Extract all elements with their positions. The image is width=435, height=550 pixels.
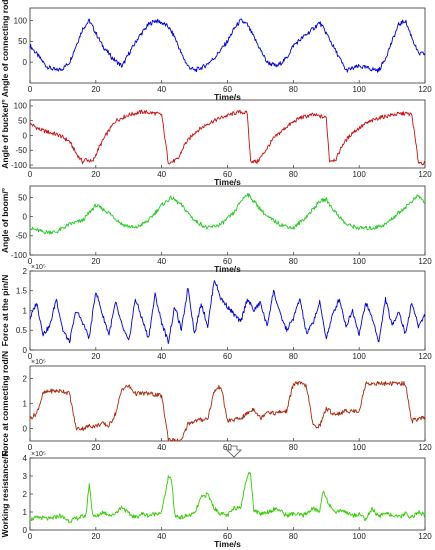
x-axis-label: Time/s xyxy=(214,539,241,549)
plot-frame xyxy=(29,185,426,256)
x-tick-label: 120 xyxy=(418,257,432,266)
y-tick-label: 2 xyxy=(23,267,28,276)
chart-panel-4: 0 20 40 60 80 100 120 0 0.5 1 1.5 2 ×10⁵ Force at the… xyxy=(0,264,432,361)
x-axis-label: Time/s xyxy=(214,264,241,274)
x-tick-label: 60 xyxy=(223,532,232,541)
y-tick-label: -100 xyxy=(11,161,28,170)
x-axis-label: Time/s xyxy=(214,177,241,187)
x-tick-label: 20 xyxy=(91,443,100,452)
chart-panel-5: 0 20 40 60 80 100 120 0 1 2 ×10⁵ Force at connectin… xyxy=(0,351,432,456)
series-line xyxy=(29,18,426,73)
x-tick-label: 120 xyxy=(418,85,432,94)
x-tick-label: 80 xyxy=(289,257,298,266)
x-tick-label: 40 xyxy=(157,352,166,361)
x-tick-label: 0 xyxy=(28,443,33,452)
y-tick-label: 50 xyxy=(18,193,27,202)
x-tick-label: 20 xyxy=(91,170,100,179)
x-tick-label: 80 xyxy=(289,532,298,541)
chart-panel-3: 0 20 40 60 80 100 120 -100 -50 0 50 Angle of boom/°… xyxy=(0,185,432,274)
down-arrow-icon xyxy=(226,445,242,458)
x-tick-label: 120 xyxy=(418,532,432,541)
x-tick-label: 20 xyxy=(91,352,100,361)
series-line xyxy=(29,381,426,442)
y-tick-label: -100 xyxy=(11,251,28,260)
y-tick-label: 4 xyxy=(23,454,28,463)
x-tick-label: 20 xyxy=(91,85,100,94)
y-tick-label: 50 xyxy=(18,116,27,125)
y-tick-label: 2 xyxy=(23,374,28,383)
y-tick-label: 1.5 xyxy=(16,287,28,296)
chart-panel-6: 0 20 40 60 80 100 120 0 1 2 3 4 ×10⁵ Working resistan… xyxy=(0,451,432,549)
x-tick-label: 100 xyxy=(352,170,366,179)
x-tick-label: 60 xyxy=(223,85,232,94)
y-axis-label: Working resistance/N xyxy=(0,451,10,538)
x-tick-label: 60 xyxy=(223,443,232,452)
y-tick-label: 1 xyxy=(23,508,28,517)
x-tick-label: 0 xyxy=(28,170,33,179)
x-tick-label: 0 xyxy=(28,352,33,361)
y-exponent-label: ×10⁵ xyxy=(31,451,46,458)
x-tick-label: 100 xyxy=(352,257,366,266)
series-line xyxy=(29,471,426,524)
y-tick-label: 1 xyxy=(23,306,28,315)
y-tick-label: 100 xyxy=(14,16,28,25)
x-tick-label: 120 xyxy=(418,352,432,361)
x-tick-label: 100 xyxy=(352,443,366,452)
y-exponent-label: ×10⁵ xyxy=(31,359,46,366)
x-tick-label: 100 xyxy=(352,532,366,541)
plot-frame xyxy=(29,99,426,169)
x-tick-label: 80 xyxy=(289,443,298,452)
x-tick-label: 40 xyxy=(157,257,166,266)
y-tick-label: 0.5 xyxy=(16,326,28,335)
x-tick-label: 40 xyxy=(157,443,166,452)
y-tick-label: 50 xyxy=(18,37,27,46)
plot-frame xyxy=(29,270,426,351)
y-tick-label: 0 xyxy=(23,131,28,140)
y-tick-label: -50 xyxy=(15,232,27,241)
x-tick-label: 40 xyxy=(157,170,166,179)
y-tick-label: -50 xyxy=(15,146,27,155)
y-exponent-label: ×10⁵ xyxy=(31,264,46,271)
y-tick-label: 0 xyxy=(23,424,28,433)
chart-panel-1: 0 20 40 60 80 100 120 0 50 100 Angle of connecting… xyxy=(0,0,432,102)
x-tick-label: 0 xyxy=(28,532,33,541)
x-tick-label: 120 xyxy=(418,170,432,179)
x-tick-label: 0 xyxy=(28,85,33,94)
x-tick-label: 40 xyxy=(157,85,166,94)
x-tick-label: 40 xyxy=(157,532,166,541)
y-tick-label: 0 xyxy=(23,526,28,535)
x-tick-label: 100 xyxy=(352,85,366,94)
y-axis-label: Angle of bucket/° xyxy=(0,99,10,169)
y-tick-label: 1 xyxy=(23,399,28,408)
x-axis-label: Time/s xyxy=(214,92,241,102)
x-tick-label: 80 xyxy=(289,170,298,179)
x-tick-label: 60 xyxy=(223,170,232,179)
x-tick-label: 20 xyxy=(91,532,100,541)
y-axis-label: Angle of connecting rod/° xyxy=(0,0,10,97)
y-tick-label: 3 xyxy=(23,472,28,481)
y-tick-label: 0 xyxy=(23,212,28,221)
y-axis-label: Angle of boom/° xyxy=(0,187,10,253)
chart-panel-2: 0 20 40 60 80 100 120 -100 -50 0 50 100 Angle of buc… xyxy=(0,99,432,187)
x-tick-label: 60 xyxy=(223,257,232,266)
x-tick-label: 20 xyxy=(91,257,100,266)
series-line xyxy=(29,280,426,345)
x-tick-label: 0 xyxy=(28,257,33,266)
y-tick-label: 0 xyxy=(23,58,28,67)
x-tick-label: 80 xyxy=(289,352,298,361)
x-tick-label: 80 xyxy=(289,85,298,94)
x-tick-label: 100 xyxy=(352,352,366,361)
y-tick-label: 0 xyxy=(23,346,28,355)
y-tick-label: 2 xyxy=(23,490,28,499)
y-axis-label: Force at the pin/N xyxy=(0,275,10,347)
y-tick-label: 100 xyxy=(14,102,28,111)
x-tick-label: 60 xyxy=(223,352,232,361)
series-line xyxy=(29,109,426,166)
y-axis-label: Force at connecting rod/N xyxy=(0,351,10,456)
plot-frame xyxy=(29,365,426,442)
series-line xyxy=(30,192,426,235)
x-tick-label: 120 xyxy=(418,443,432,452)
